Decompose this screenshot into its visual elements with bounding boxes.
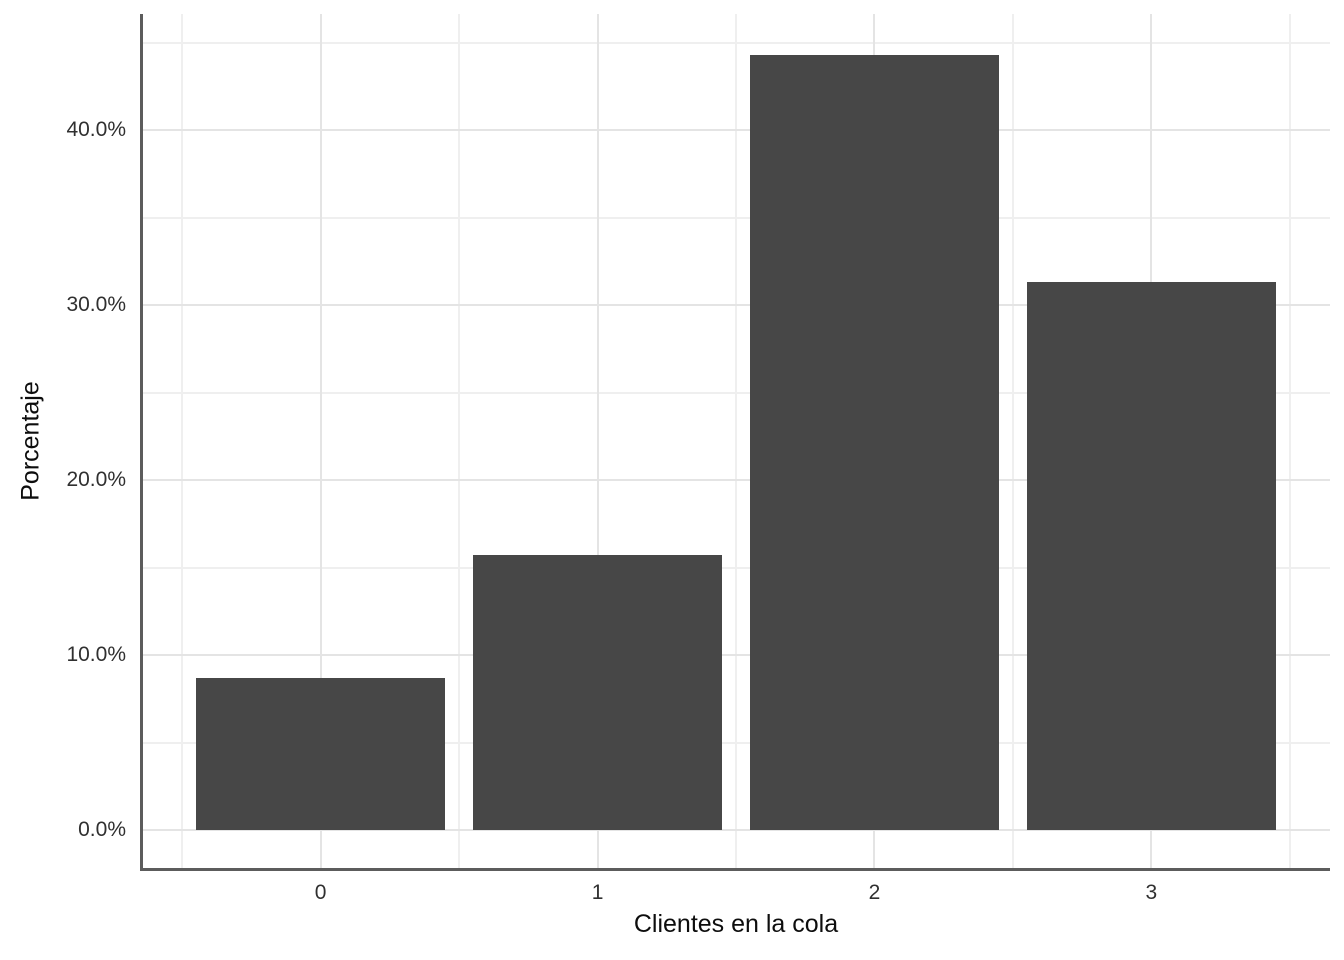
bar-0	[196, 677, 446, 830]
x-tick-label: 0	[314, 881, 327, 904]
gridline-minor-vertical	[1011, 14, 1014, 868]
gridline-major-vertical	[596, 14, 599, 868]
gridline-major-horizontal	[142, 304, 1330, 306]
y-tick-label: 20.0%	[66, 468, 126, 491]
gridline-minor-vertical	[181, 14, 184, 868]
x-axis-title: Clientes en la cola	[633, 910, 839, 938]
gridline-minor-vertical	[735, 14, 737, 868]
y-tick-label: 40.0%	[66, 118, 126, 141]
plot-panel	[140, 14, 1330, 871]
bar-3	[1026, 282, 1276, 830]
gridline-minor-vertical	[1288, 14, 1291, 868]
gridline-major-horizontal	[142, 654, 1330, 656]
gridline-major-horizontal	[142, 129, 1330, 131]
y-axis-line	[140, 14, 143, 868]
bar-2	[749, 54, 1000, 830]
gridline-minor-vertical	[458, 14, 461, 868]
x-axis-line	[140, 868, 1330, 871]
gridline-major-horizontal	[142, 479, 1330, 481]
y-tick-label: 30.0%	[66, 293, 126, 316]
y-tick-label: 10.0%	[66, 643, 126, 666]
y-tick-label: 0.0%	[78, 818, 126, 841]
x-tick-label: 2	[868, 881, 881, 904]
x-tick-label: 3	[1145, 881, 1158, 904]
gridline-major-vertical	[319, 14, 322, 868]
gridline-major-horizontal	[142, 829, 1330, 831]
x-tick-label: 1	[591, 881, 604, 904]
bar-1	[472, 555, 723, 830]
